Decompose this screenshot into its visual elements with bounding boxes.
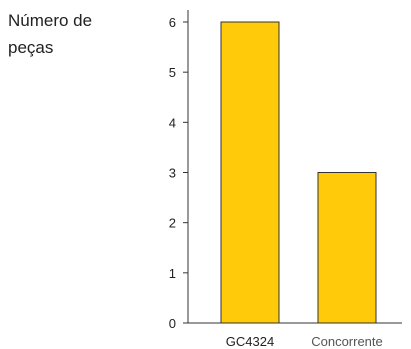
bar-concorrente [317, 172, 377, 324]
x-category-label-concorrente: Concorrente [311, 334, 383, 349]
y-tick-label-2: 2 [169, 216, 176, 231]
y-tick-label-6: 6 [169, 15, 176, 30]
axes [183, 10, 402, 324]
y-tick-label-4: 4 [169, 115, 176, 130]
y-axis-title-line-2: peças [8, 38, 53, 57]
y-axis-title: Número de peças [8, 11, 92, 57]
bar-gc4324 [220, 21, 280, 324]
y-ticks: 0 1 2 3 4 5 6 [169, 15, 188, 331]
y-tick-label-5: 5 [169, 65, 176, 80]
y-tick-label-3: 3 [169, 166, 176, 181]
y-axis-title-line-1: Número de [8, 11, 92, 30]
y-tick-label-1: 1 [169, 266, 176, 281]
x-category-label-gc4324: GC4324 [226, 334, 274, 349]
x-categories: GC4324 Concorrente [226, 334, 383, 349]
bars [220, 21, 377, 324]
y-tick-label-0: 0 [169, 316, 176, 331]
